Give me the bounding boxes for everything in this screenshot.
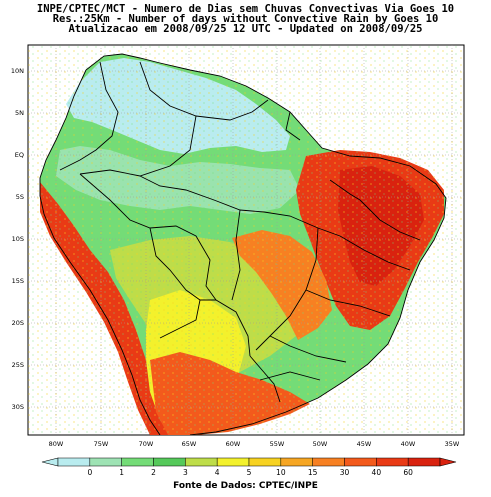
colorbar-swatch	[185, 457, 218, 467]
lat-tick-label: 5S	[16, 193, 24, 201]
colorbar-label: 0	[87, 468, 92, 477]
lat-tick-label: 20S	[12, 319, 24, 327]
map-area	[28, 45, 464, 435]
lat-tick-label: 30S	[12, 403, 24, 411]
lon-tick-label: 70W	[139, 440, 154, 448]
lat-tick-label: 10N	[11, 67, 24, 75]
title-line-3: Atualizacao em 2008/09/25 12 UTC - Updat…	[68, 23, 423, 35]
lon-tick-label: 65W	[182, 440, 197, 448]
country-borders	[39, 53, 447, 435]
colorbar-label: 2	[151, 468, 156, 477]
colorbar-swatch	[312, 457, 345, 467]
title-line-1: INPE/CPTEC/MCT - Numero de Dias sem Chuv…	[36, 3, 455, 15]
lat-tick-label: 10S	[12, 235, 24, 243]
colorbar-label: 10	[276, 468, 286, 477]
colorbar-label: 30	[340, 468, 350, 477]
colorbar-swatch	[121, 457, 154, 467]
colorbar-label: 5	[247, 468, 252, 477]
colorbar-swatch	[407, 457, 441, 467]
lon-tick-label: 80W	[49, 440, 64, 448]
colorbar-swatch	[280, 457, 313, 467]
colorbar-label: 60	[403, 468, 413, 477]
graticule	[28, 45, 464, 435]
colorbar-label: 4	[215, 468, 220, 477]
colorbar-swatch	[248, 457, 282, 467]
lon-tick-label: 35W	[445, 440, 460, 448]
title-line-2: Res.:25Km - Number of days without Conve…	[52, 13, 439, 25]
colorbar-swatch	[216, 457, 250, 467]
longitude-labels: 80W 75W 70W 65W 60W 55W 50W 45W 40W 35W	[49, 440, 460, 448]
colorbar-label: 3	[183, 468, 188, 477]
lat-tick-label: 5N	[15, 109, 24, 117]
colorbar-label: 1	[119, 468, 124, 477]
lon-tick-label: 45W	[357, 440, 372, 448]
latitude-labels: 10N 5N EQ 5S 10S 15S 20S 25S 30S	[11, 67, 24, 411]
colorbar-right-arrow	[439, 457, 457, 467]
lon-tick-label: 55W	[270, 440, 285, 448]
colorbar-swatch	[344, 457, 377, 467]
lon-tick-label: 50W	[313, 440, 328, 448]
lat-tick-label: 15S	[12, 277, 24, 285]
colorbar-label: 40	[372, 468, 382, 477]
lat-tick-label: EQ	[15, 151, 24, 159]
lon-tick-label: 40W	[401, 440, 416, 448]
colorbar-label: 15	[308, 468, 318, 477]
colorbar-swatch	[89, 457, 122, 467]
colorbar-swatch	[57, 457, 91, 467]
colorbar-swatch	[153, 457, 186, 467]
lat-tick-label: 25S	[12, 361, 24, 369]
colorbar: 0 1 2 3 4 5 10 15 30 40 60	[41, 457, 457, 477]
data-source-caption: Fonte de Dados: CPTEC/INPE	[173, 481, 318, 491]
colorbar-swatch	[376, 457, 409, 467]
colorbar-left-arrow	[41, 457, 59, 467]
lon-tick-label: 60W	[226, 440, 241, 448]
lon-tick-label: 75W	[94, 440, 109, 448]
